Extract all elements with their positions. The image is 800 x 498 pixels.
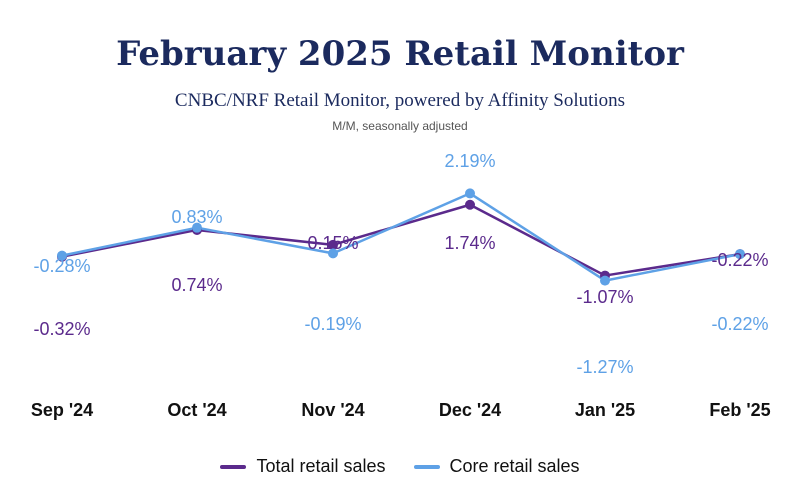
series-line-0 [61, 203, 741, 277]
x-tick-label: Nov '24 [301, 400, 364, 420]
legend-item-total: Total retail sales [220, 456, 386, 477]
data-point-1-0 [57, 250, 67, 261]
data-point-1-3 [465, 188, 475, 199]
data-label-1-1: 0.83% [171, 207, 222, 227]
x-tick-label: Jan '25 [575, 400, 635, 420]
legend-item-core: Core retail sales [413, 456, 580, 477]
legend-label-core: Core retail sales [449, 456, 580, 476]
x-tick-label: Oct '24 [167, 400, 226, 420]
data-point-0-2 [328, 239, 338, 250]
data-label-1-2: -0.19% [304, 314, 361, 334]
x-tick-label: Feb '25 [709, 400, 770, 420]
data-point-1-4 [600, 275, 610, 286]
data-point-0-3 [465, 199, 475, 210]
data-label-0-4: -1.07% [576, 287, 633, 307]
data-label-1-4: -1.27% [576, 357, 633, 377]
data-label-0-3: 1.74% [444, 233, 495, 253]
data-label-0-1: 0.74% [171, 275, 222, 295]
data-label-1-5: -0.22% [711, 314, 768, 334]
data-label-0-2: 0.15% [307, 233, 358, 253]
chart-note: M/M, seasonally adjusted [332, 119, 468, 133]
legend-swatch-total [220, 464, 247, 469]
data-label-0-0: -0.32% [33, 319, 90, 339]
legend-label-total: Total retail sales [256, 456, 386, 476]
line-chart: -0.32% 0.74% 0.15% 1.74% -1.07% -0.22% -0.28% 0… [31, 151, 771, 420]
x-tick-label: Dec '24 [439, 400, 501, 420]
data-label-1-0: -0.28% [33, 256, 90, 276]
chart-subtitle: CNBC/NRF Retail Monitor, powered by Affi… [174, 90, 626, 111]
legend-swatch-core [413, 464, 440, 469]
data-point-1-2 [328, 248, 338, 259]
data-label-0-5: -0.22% [711, 250, 768, 270]
x-tick-label: Sep '24 [31, 400, 93, 420]
data-point-1-5 [735, 249, 745, 260]
data-label-1-3: 2.19% [444, 151, 495, 171]
data-point-1-1 [192, 222, 202, 233]
chart-title: February 2025 Retail Monitor [116, 34, 684, 74]
series-line-1 [61, 192, 741, 282]
legend: Total retail sales Core retail sales [0, 456, 800, 477]
